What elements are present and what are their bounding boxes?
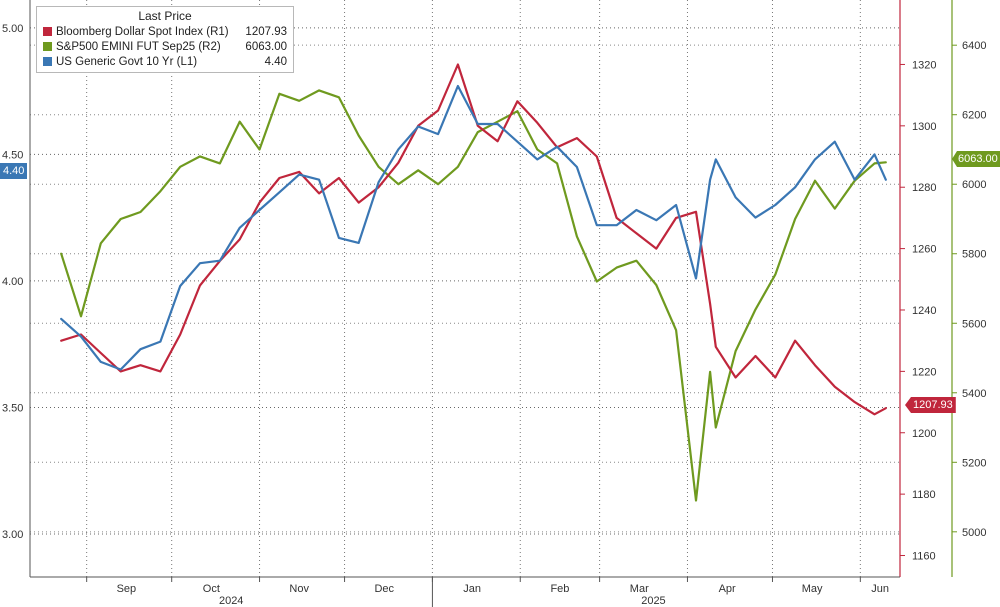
legend-entry-value: 4.40 — [264, 55, 287, 68]
x-axis-month-label: Oct — [203, 583, 220, 595]
x-axis-month-label: Jun — [871, 583, 889, 595]
x-axis-month-label: Apr — [719, 583, 736, 595]
last-value-tag-right2: 6063.00 — [952, 151, 1000, 167]
left-axis-tick-label: 5.00 — [2, 23, 23, 35]
right1-axis-tick-label: 1240 — [912, 305, 936, 317]
x-axis-year-label: 2024 — [219, 595, 243, 607]
right1-axis-tick-label: 1160 — [912, 551, 936, 563]
right2-axis-tick-label: 5600 — [962, 318, 986, 330]
x-axis-month-label: Dec — [374, 583, 394, 595]
right2-axis-tick-label: 5800 — [962, 249, 986, 261]
x-axis-month-label: Jan — [463, 583, 481, 595]
legend-entry-value: 6063.00 — [245, 40, 287, 53]
x-axis-month-label: May — [802, 583, 823, 595]
legend-entry-name: S&P500 EMINI FUT Sep25 (R2) — [56, 40, 221, 53]
legend-entry-value: 1207.93 — [245, 25, 287, 38]
legend-swatch — [43, 27, 52, 36]
x-axis-year-label: 2025 — [641, 595, 665, 607]
left-axis-tick-label: 3.00 — [2, 529, 23, 541]
series-line-right2 — [60, 89, 887, 502]
series-lines — [60, 63, 887, 502]
legend-swatch — [43, 42, 52, 51]
x-axis-month-label: Mar — [630, 583, 649, 595]
right2-axis-tick-label: 6200 — [962, 110, 986, 122]
legend: Last Price Bloomberg Dollar Spot Index (… — [36, 6, 294, 73]
right1-axis-tick-label: 1180 — [912, 489, 936, 501]
legend-swatch — [43, 57, 52, 66]
legend-entry-name: US Generic Govt 10 Yr (L1) — [56, 55, 198, 68]
legend-entry-sp500-future: S&P500 EMINI FUT Sep25 (R2) 6063.00 — [43, 39, 287, 54]
right2-axis-tick-label: 5200 — [962, 457, 986, 469]
x-axis-month-label: Feb — [550, 583, 569, 595]
right2-axis-tick-label: 5400 — [962, 388, 986, 400]
tick-labels: 5.00 4.50 4.00 3.50 3.00 1320 1300 1280 1260 1240… — [2, 23, 986, 607]
right1-axis-tick-label: 1320 — [912, 59, 936, 71]
right1-axis-tick-label: 1200 — [912, 428, 936, 440]
x-axis-month-label: Sep — [117, 583, 137, 595]
gridlines — [30, 0, 900, 577]
right2-axis-tick-label: 5000 — [962, 527, 986, 539]
right1-axis-tick-label: 1220 — [912, 366, 936, 378]
right2-axis-tick-label: 6400 — [962, 40, 986, 52]
right1-axis-tick-label: 1280 — [912, 182, 936, 194]
axes — [29, 0, 957, 607]
left-axis-tick-label: 3.50 — [2, 402, 23, 414]
right1-axis-tick-label: 1260 — [912, 244, 936, 256]
series-line-right1 — [60, 63, 887, 416]
left-axis-tick-label: 4.00 — [2, 276, 23, 288]
last-value-tag-right1: 1207.93 — [905, 397, 956, 413]
legend-entry-dollar-index: Bloomberg Dollar Spot Index (R1) 1207.93 — [43, 24, 287, 39]
legend-entry-us-10yr: US Generic Govt 10 Yr (L1) 4.40 — [43, 54, 287, 69]
x-axis-month-label: Nov — [289, 583, 309, 595]
last-value-tag-left: 4.40 — [0, 163, 28, 179]
right2-axis-tick-label: 6000 — [962, 179, 986, 191]
right1-axis-tick-label: 1300 — [912, 121, 936, 133]
legend-entry-name: Bloomberg Dollar Spot Index (R1) — [56, 25, 229, 38]
legend-title: Last Price — [138, 9, 192, 23]
series-line-left — [60, 84, 887, 371]
left-axis-tick-label: 4.50 — [2, 149, 23, 161]
